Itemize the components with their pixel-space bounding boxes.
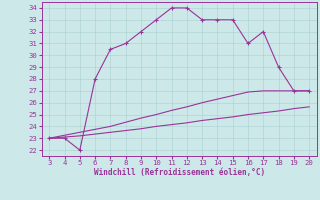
X-axis label: Windchill (Refroidissement éolien,°C): Windchill (Refroidissement éolien,°C) bbox=[94, 168, 265, 177]
